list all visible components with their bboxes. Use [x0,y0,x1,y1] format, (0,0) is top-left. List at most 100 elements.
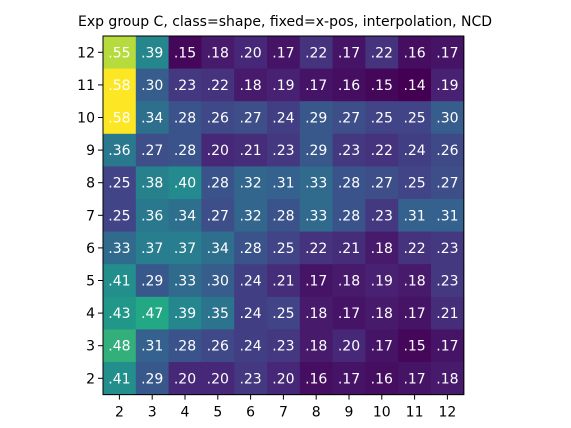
heatmap-cell [431,329,465,363]
cell-value-label: .43 [108,306,130,322]
heatmap-cell [103,133,137,167]
cell-value-label: .17 [272,45,294,61]
cell-value-label: .39 [174,306,196,322]
heatmap-cell [267,264,301,298]
heatmap-cell [299,296,334,330]
cell-value-label: .27 [141,143,163,159]
heatmap-cell [201,36,235,70]
cell-value-label: .22 [403,241,425,257]
y-tick-label: 10 [77,111,95,127]
x-tick-label: 5 [213,405,222,421]
cell-value-label: .37 [141,241,163,257]
cell-value-label: .23 [436,241,458,257]
cell-value-label: .23 [272,143,294,159]
x-tick-label: 6 [246,405,255,421]
heatmap-cell [267,36,301,70]
heatmap-cell [201,68,235,102]
heatmap-cell [398,362,432,396]
x-tick-label: 12 [438,405,456,421]
heatmap-cell [267,101,301,135]
heatmap-cell [398,296,432,330]
cell-value-label: .17 [305,274,327,290]
heatmap-cell [365,231,399,265]
heatmap-cell [365,101,399,135]
y-tick-label: 9 [86,143,95,159]
cell-value-label: .55 [108,45,130,61]
heatmap-cell [168,199,202,233]
heatmap-cell [135,133,170,167]
heatmap-cell [267,199,301,233]
heatmap-cell [201,101,235,135]
cell-value-label: .29 [305,111,327,127]
heatmap-cell [332,36,366,70]
heatmap-cell [431,199,465,233]
cell-value-label: .34 [141,111,163,127]
heatmap-cell [267,133,301,167]
cell-value-label: .28 [338,176,360,192]
cell-value-label: .15 [371,78,393,94]
heatmap-cell [431,296,465,330]
cell-value-label: .18 [239,78,261,94]
heatmap-cell [201,329,235,363]
y-tick-label: 8 [86,176,95,192]
heatmap-cell [267,296,301,330]
heatmap-cell [135,166,170,200]
heatmap-cell [431,133,465,167]
cell-value-label: .24 [239,339,261,355]
cell-value-label: .24 [239,274,261,290]
cell-value-label: .33 [108,241,130,257]
heatmap-cell [234,296,268,330]
y-tick-label: 5 [86,274,95,290]
cell-value-label: .18 [305,339,327,355]
heatmap-cell [299,101,334,135]
cell-value-label: .41 [108,274,130,290]
heatmap-cell [103,199,137,233]
heatmap-cell [135,101,170,135]
cell-value-label: .36 [141,208,163,224]
heatmap-cell [365,133,399,167]
cell-value-label: .20 [338,339,360,355]
heatmap-cell [103,101,137,135]
heatmap-cell [135,199,170,233]
heatmap-cell [299,199,334,233]
heatmap-cell [103,329,137,363]
cell-value-label: .21 [239,143,261,159]
cell-value-label: .19 [371,274,393,290]
cell-value-label: .19 [436,78,458,94]
cell-value-label: .33 [305,208,327,224]
cell-value-label: .18 [436,371,458,387]
cell-value-label: .30 [141,78,163,94]
cell-value-label: .33 [305,176,327,192]
heatmap-cell [365,264,399,298]
cell-value-label: .25 [108,176,130,192]
heatmap-cell [135,264,170,298]
heatmap-cell [431,68,465,102]
heatmap-cell [299,133,334,167]
heatmap-cell [234,264,268,298]
cell-value-label: .23 [371,208,393,224]
y-tick-label: 12 [77,45,95,61]
heatmap-cell [267,68,301,102]
heatmap-cell [332,166,366,200]
heatmap-cell [332,362,366,396]
cell-value-label: .15 [403,339,425,355]
cell-value-label: .22 [305,241,327,257]
heatmap-cell [365,166,399,200]
cell-labels: .55 .39 .15 .18 .20 .17 .22 .17 .22 .16 .17 .58 .30.… [108,45,458,387]
cell-value-label: .41 [108,371,130,387]
heatmap-cell [332,199,366,233]
cell-value-label: .20 [174,371,196,387]
cell-value-label: .16 [305,371,327,387]
heatmap-cell [168,329,202,363]
cell-value-label: .22 [305,45,327,61]
cell-value-label: .15 [174,45,196,61]
cell-value-label: .16 [338,78,360,94]
cell-value-label: .17 [338,45,360,61]
heatmap-cell [299,329,334,363]
heatmap-cell [365,36,399,70]
heatmap-cell [234,329,268,363]
cell-value-label: .17 [403,371,425,387]
cell-value-label: .58 [108,111,130,127]
heatmap-cell [398,329,432,363]
heatmap-cell [168,68,202,102]
